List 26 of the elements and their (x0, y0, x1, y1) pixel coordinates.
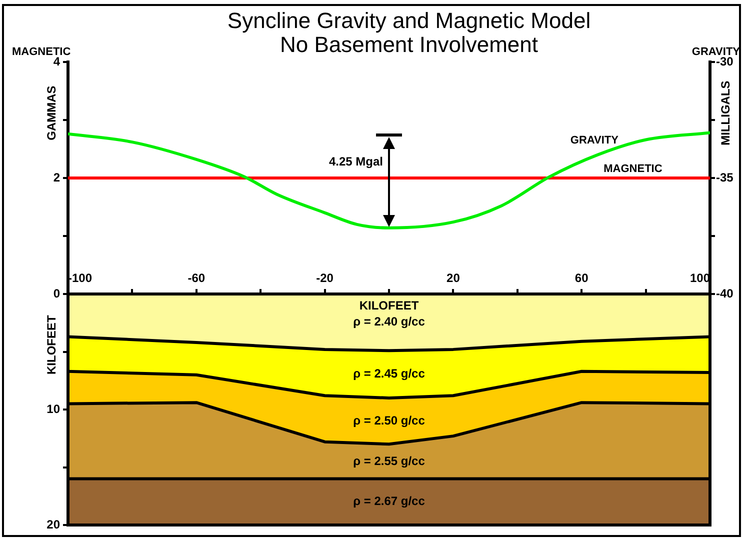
series-label: ρ = 2.45 g/cc (353, 366, 426, 381)
series-label: ρ = 2.40 g/cc (353, 314, 426, 329)
y2-tick-label: -40 (716, 286, 734, 300)
y2-tick-label: -35 (716, 170, 734, 184)
chart-subtitle: No Basement Involvement (280, 32, 538, 58)
annotation: 4.25 Mgal (328, 154, 383, 168)
y-tick-label: 0 (53, 286, 60, 300)
line-series (68, 131, 710, 230)
series-label: MAGNETIC (604, 163, 662, 176)
chart-title: Syncline Gravity and Magnetic Model (227, 8, 591, 34)
y-tick-label: 2 (53, 170, 60, 184)
x-tick-label: -100 (68, 271, 92, 286)
x-axis-title: KILOFEET (359, 298, 420, 312)
series-label: ρ = 2.50 g/cc (353, 413, 426, 428)
y2-axis-title: MILLIGALS (718, 80, 732, 146)
y-tick-label: 10 (46, 402, 60, 416)
x-tick-label: 60 (574, 271, 589, 286)
y-tick-label: 20 (46, 517, 60, 532)
series-label: GRAVITY (570, 134, 620, 146)
x-tick-label: -20 (316, 271, 334, 286)
series-label: ρ = 2.55 g/cc (353, 454, 426, 468)
x-tick-label: 20 (446, 271, 460, 286)
y-axis-title: KILOFEET (44, 314, 58, 374)
series-label: ρ = 2.67 g/cc (353, 494, 426, 508)
x-tick-label: -60 (188, 271, 206, 286)
y-axis-title: GAMMAS (44, 86, 58, 140)
